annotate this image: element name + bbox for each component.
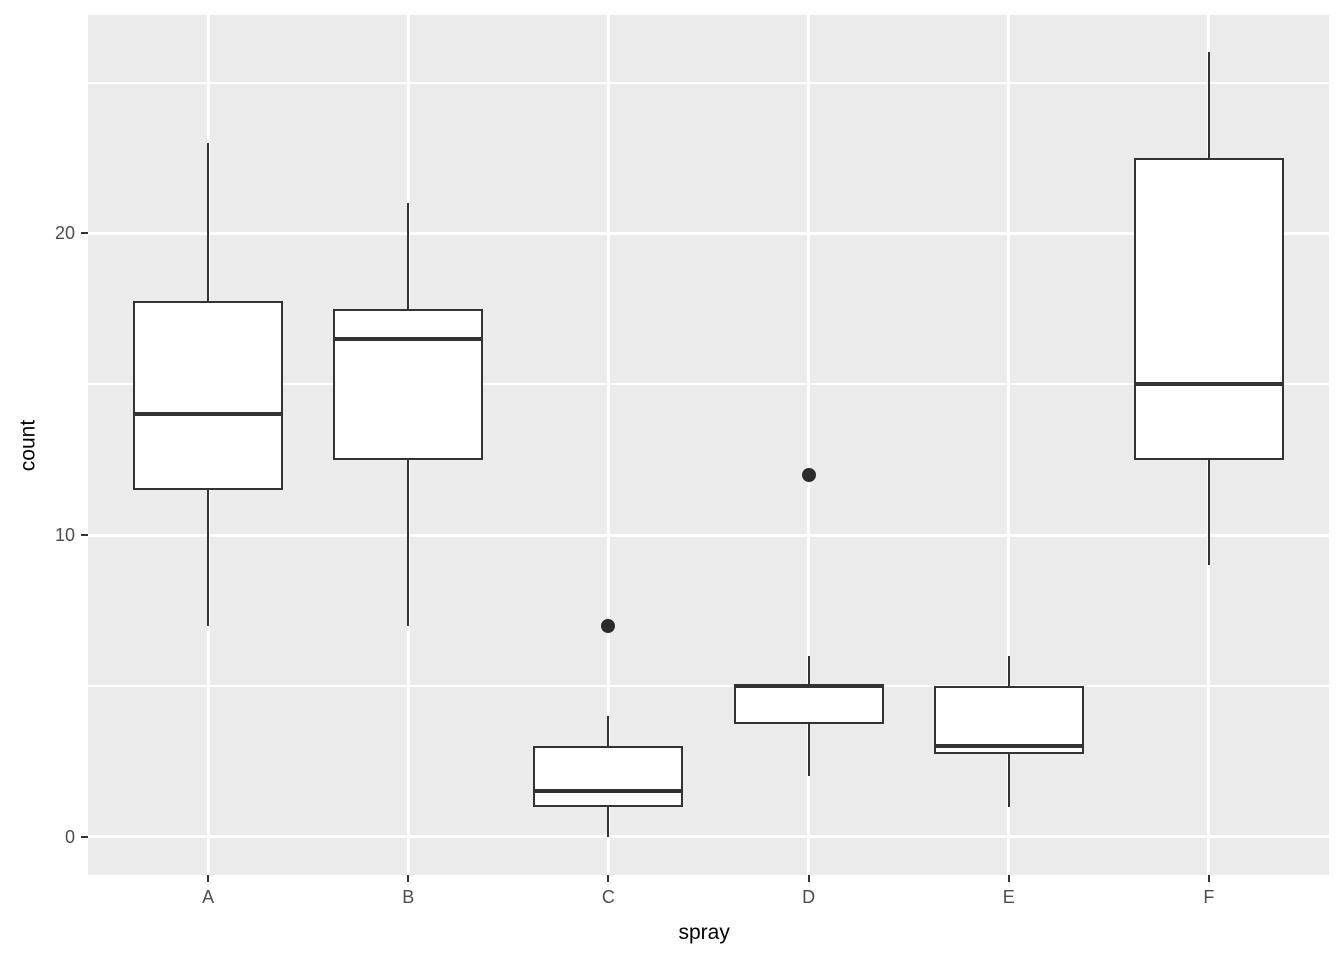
lower-whisker-A [207,489,210,626]
median-C [533,789,684,794]
minor-gridline [88,81,1329,84]
lower-whisker-B [407,459,410,626]
outlier-point-C [601,618,616,633]
median-F [1133,382,1284,387]
upper-whisker-D [807,655,810,686]
y-tick-label: 10 [54,525,75,546]
lower-whisker-E [1007,753,1010,807]
box-C [533,746,684,807]
x-tick-mark [1007,875,1010,882]
upper-whisker-E [1007,655,1010,686]
y-tick-mark [81,232,88,235]
box-B [333,308,484,460]
y-tick-mark [81,835,88,838]
plot-panel [88,15,1329,875]
box-A [133,301,284,490]
x-tick-label-E: E [1002,887,1015,907]
upper-whisker-C [607,716,610,747]
vertical-gridline [606,15,610,875]
upper-whisker-B [407,203,410,309]
median-A [133,412,284,417]
x-tick-mark [1207,875,1210,882]
upper-whisker-A [207,142,210,302]
x-tick-mark [607,875,610,882]
x-tick-label-C: C [601,887,615,907]
outlier-point-D [801,467,816,482]
x-tick-mark [207,875,210,882]
y-tick-label: 0 [64,826,75,847]
lower-whisker-C [607,806,610,837]
lower-whisker-F [1207,459,1210,566]
median-D [733,683,884,688]
x-tick-label-D: D [802,887,816,907]
x-tick-label-A: A [202,887,215,907]
minor-gridline [88,684,1329,687]
box-D [733,685,884,724]
x-tick-mark [807,875,810,882]
upper-whisker-F [1207,52,1210,158]
y-tick-label: 20 [54,223,75,244]
x-tick-label-B: B [402,887,415,907]
vertical-gridline [1007,15,1011,875]
x-tick-mark [407,875,410,882]
y-tick-mark [81,534,88,537]
major-gridline [88,835,1329,839]
x-tick-label-F: F [1203,887,1215,907]
major-gridline [88,231,1329,235]
box-E [933,685,1084,754]
median-B [333,336,484,341]
vertical-gridline [807,15,811,875]
box-F [1133,157,1284,460]
x-axis-title: spray [678,921,730,944]
lower-whisker-D [807,723,810,777]
major-gridline [88,533,1329,537]
median-E [933,744,1084,749]
minor-gridline [88,383,1329,386]
y-axis-title: count [16,419,40,472]
